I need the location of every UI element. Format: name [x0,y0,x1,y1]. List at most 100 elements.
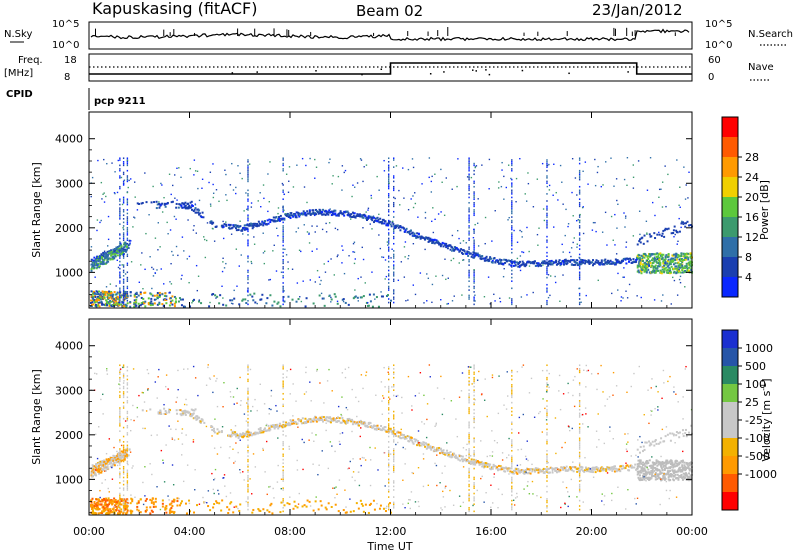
velocity-echo [584,466,587,469]
power-echo [578,273,581,275]
velocity-echo [93,511,96,514]
velocity-echo [306,419,309,422]
power-echo [309,279,311,281]
power-echo [150,293,153,296]
power-echo [669,261,672,264]
power-echo [468,161,470,163]
power-echo [387,275,390,277]
power-echo [308,232,310,234]
power-echo [430,180,433,183]
velocity-echo [687,462,690,465]
velocity-echo [536,467,539,470]
power-echo [95,259,98,262]
power-echo [383,222,386,225]
power-echo [115,300,118,303]
power-echo [662,262,665,265]
velocity-echo [519,469,522,472]
power-echo [330,298,333,301]
power-echo [247,282,249,284]
power-echo [445,177,447,179]
power-echo [604,258,607,261]
velocity-echo [630,464,633,467]
velocity-echo [104,465,107,468]
velocity-echo [121,456,124,459]
power-echo [95,299,98,302]
power-echo [312,211,315,214]
velocity-echo [163,407,166,410]
power-echo [660,270,663,273]
velocity-echo [669,478,672,481]
power-echo [236,224,239,227]
velocity-echo [230,501,233,504]
power-colorbar-swatch [722,277,738,298]
power-echo [225,173,227,176]
power-echo [374,298,376,300]
velocity-echo [583,470,586,473]
power-echo [532,291,534,294]
power-echo [122,298,125,301]
power-echo [511,234,513,236]
velocity-echo [118,510,121,513]
power-echo [99,221,101,224]
velocity-echo [381,427,384,430]
velocity-echo [638,451,641,454]
nave-dot [256,71,258,73]
power-echo [382,218,385,221]
power-echo [518,262,521,265]
power-echo [637,160,640,162]
power-echo [365,211,367,213]
power-echo [488,158,491,161]
freq-trace [89,62,692,76]
power-echo [107,260,110,263]
velocity-echo [410,436,413,439]
power-echo [190,206,193,209]
power-echo [181,298,184,301]
velocity-echo [372,499,375,502]
velocity-echo [257,508,260,511]
power-echo [381,256,383,258]
power-ytick-label: 4000 [55,133,83,146]
power-echo [261,293,264,296]
power-echo [196,170,199,172]
power-echo [546,212,548,215]
velocity-echo [640,471,643,474]
power-echo [295,216,298,219]
power-echo [527,182,530,185]
power-echo [660,188,662,190]
velocity-echo [130,512,133,515]
power-echo [460,248,463,251]
velocity-echo [176,500,179,503]
power-echo [647,255,650,258]
velocity-echo [663,440,666,443]
power-echo [487,276,490,278]
velocity-echo [689,474,692,477]
velocity-echo [671,432,674,435]
power-echo [597,165,599,168]
power-echo [98,299,101,302]
power-echo [598,262,601,265]
power-echo [247,177,249,179]
power-echo [582,261,585,264]
power-echo [257,224,260,227]
nsky-line [90,28,690,42]
power-echo [387,209,390,211]
power-echo [174,174,176,176]
velocity-echo [373,508,376,511]
velocity-echo [100,503,103,506]
power-echo [675,229,678,232]
power-echo [594,261,597,264]
velocity-echo [117,512,120,515]
power-echo [412,166,415,169]
power-echo [308,209,311,212]
power-echo [142,297,145,300]
velocity-echo [169,510,172,513]
power-echo [285,173,288,175]
velocity-echo [230,433,233,436]
power-echo [387,223,390,226]
power-echo [330,258,332,260]
power-echo [108,290,111,293]
power-echo [247,239,249,241]
power-echo [526,294,528,296]
power-echo [119,241,121,243]
